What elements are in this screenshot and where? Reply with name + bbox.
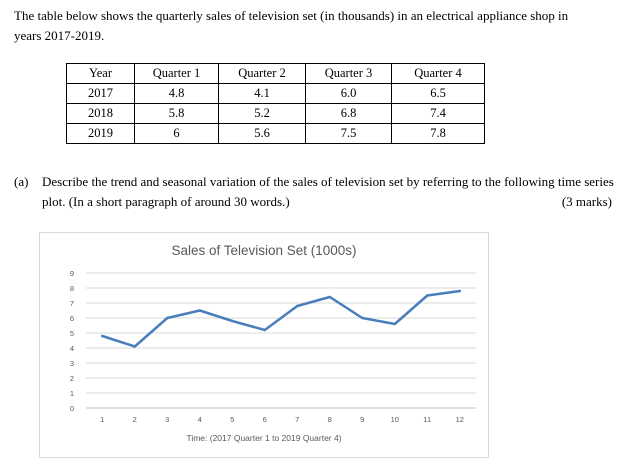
data-point — [426, 294, 429, 297]
header-quarter-1: Quarter 1 — [134, 63, 219, 84]
x-tick-label: 11 — [423, 415, 431, 424]
data-point — [101, 334, 104, 338]
intro-line-2: years 2017-2019. — [14, 28, 105, 43]
data-point — [231, 319, 234, 323]
y-tick-label: 7 — [70, 299, 74, 308]
x-tick-label: 3 — [165, 415, 169, 424]
x-tick-label: 6 — [263, 415, 267, 424]
y-tick-label: 9 — [70, 269, 74, 278]
x-tick-label: 7 — [295, 415, 299, 424]
y-tick-label: 2 — [70, 374, 74, 383]
header-quarter-4: Quarter 4 — [391, 63, 485, 84]
table-cell: 6 — [134, 123, 219, 144]
x-tick-label: 9 — [360, 415, 364, 424]
data-point — [263, 328, 266, 332]
x-tick-labels: 1 2 3 4 5 6 7 8 9 10 11 12 — [100, 415, 464, 424]
intro-text: The table below shows the quarterly sale… — [14, 6, 610, 46]
header-year: Year — [66, 63, 135, 84]
data-point — [328, 295, 331, 299]
question-marks: (3 marks) — [561, 194, 612, 209]
table-row: 2019 6 5.6 7.5 7.8 — [66, 123, 485, 144]
y-tick-label: 0 — [70, 404, 74, 413]
table-cell: 4.1 — [218, 83, 306, 104]
data-point — [198, 309, 201, 312]
data-point — [393, 322, 396, 326]
table-cell: 6.5 — [391, 83, 485, 104]
x-tick-label: 8 — [328, 415, 332, 424]
table-header-row: Year Quarter 1 Quarter 2 Quarter 3 Quart… — [66, 63, 485, 84]
table-cell: 7.4 — [391, 103, 485, 124]
table-cell: 5.6 — [218, 123, 306, 144]
intro-line-1: The table below shows the quarterly sale… — [14, 8, 569, 23]
header-quarter-3: Quarter 3 — [305, 63, 392, 84]
x-tick-label: 5 — [230, 415, 234, 424]
x-tick-label: 4 — [198, 415, 202, 424]
y-tick-label: 4 — [70, 344, 74, 353]
y-tick-label: 6 — [70, 314, 74, 323]
table-cell: 7.5 — [305, 123, 392, 144]
header-quarter-2: Quarter 2 — [218, 63, 306, 84]
data-point — [166, 316, 169, 320]
data-point — [361, 316, 364, 320]
question-text: Describe the trend and seasonal variatio… — [42, 174, 614, 209]
table-cell: 2018 — [66, 103, 135, 124]
x-tick-label: 10 — [391, 415, 399, 424]
x-tick-label: 1 — [100, 415, 104, 424]
y-tick-label: 8 — [70, 284, 74, 293]
y-tick-label: 1 — [70, 389, 74, 398]
x-tick-label: 2 — [133, 415, 137, 424]
chart-title: Sales of Television Set (1000s) — [171, 243, 356, 258]
table-cell: 2017 — [66, 83, 135, 104]
y-tick-labels: 0 1 2 3 4 5 6 7 8 9 — [70, 269, 74, 413]
question-number: (a) — [14, 174, 29, 189]
sales-table: Year Quarter 1 Quarter 2 Quarter 3 Quart… — [66, 63, 485, 144]
table-cell: 6.8 — [305, 103, 392, 124]
table-row: 2017 4.8 4.1 6.0 6.5 — [66, 83, 485, 104]
y-tick-label: 3 — [70, 359, 74, 368]
data-point — [133, 345, 136, 348]
table-cell: 2019 — [66, 123, 135, 144]
table-cell: 6.0 — [305, 83, 392, 104]
series-layer — [101, 289, 462, 348]
grid-layer — [86, 272, 476, 409]
table-row: 2018 5.8 5.2 6.8 7.4 — [66, 103, 485, 124]
table-cell: 5.8 — [134, 103, 219, 124]
x-tick-label: 12 — [456, 415, 464, 424]
series-line — [101, 289, 462, 348]
data-point — [296, 304, 299, 308]
table-cell: 5.2 — [218, 103, 306, 124]
y-tick-label: 5 — [70, 329, 74, 338]
table-cell: 7.8 — [391, 123, 485, 144]
data-point — [458, 289, 461, 293]
x-axis-label: Time: (2017 Quarter 1 to 2019 Quarter 4) — [186, 433, 341, 443]
table-cell: 4.8 — [134, 83, 219, 104]
